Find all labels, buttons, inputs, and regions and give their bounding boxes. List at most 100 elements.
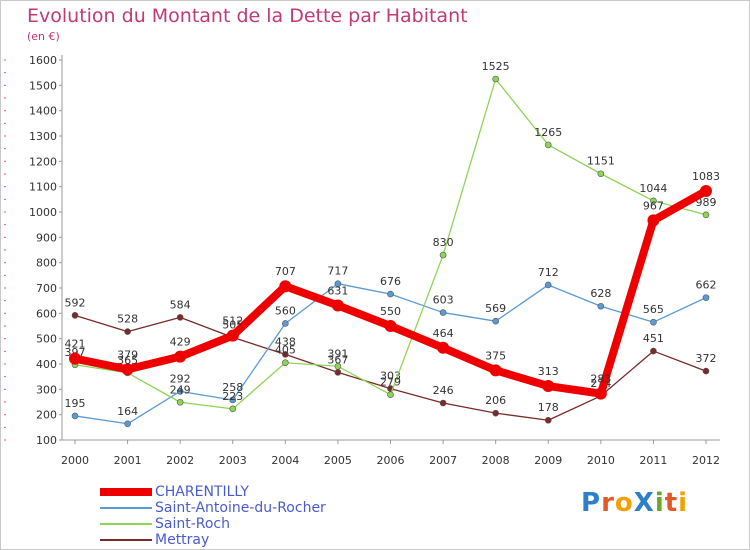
- data-label: 569: [485, 302, 506, 315]
- x-tick-label: 2003: [219, 454, 247, 467]
- proxiti-logo: ProXiti: [581, 488, 688, 518]
- x-tick-label: 2002: [166, 454, 194, 467]
- data-point: [702, 367, 710, 375]
- data-point: [282, 320, 289, 327]
- data-label: 565: [643, 303, 664, 316]
- data-point: [700, 184, 712, 197]
- data-point: [544, 141, 552, 149]
- data-point: [439, 251, 447, 259]
- data-label: 707: [275, 265, 296, 278]
- legend-swatch: [100, 507, 152, 509]
- data-point: [544, 281, 552, 289]
- legend-swatch: [100, 523, 152, 525]
- data-point: [176, 314, 184, 321]
- data-label: 438: [275, 335, 296, 348]
- data-point: [594, 387, 607, 400]
- logo-letter: i: [678, 488, 689, 518]
- data-point: [437, 341, 450, 354]
- data-point: [174, 350, 187, 363]
- x-tick-label: 2011: [639, 454, 667, 467]
- data-point: [492, 409, 499, 417]
- data-label: 550: [380, 305, 401, 318]
- data-label: 313: [538, 365, 559, 378]
- data-point: [597, 170, 605, 178]
- y-tick-label: 100: [36, 434, 57, 447]
- data-point: [69, 352, 81, 365]
- y-tick-label: 1300: [29, 130, 57, 143]
- logo-letter: i: [654, 488, 665, 518]
- data-point: [282, 351, 289, 358]
- data-label: 249: [170, 383, 191, 396]
- data-label: 206: [485, 394, 506, 407]
- data-label: 676: [380, 275, 401, 288]
- data-label: 429: [170, 336, 191, 349]
- data-point: [176, 388, 184, 395]
- y-tick-label: 800: [36, 257, 57, 270]
- data-label: 592: [65, 296, 86, 309]
- data-label: 631: [327, 284, 348, 297]
- data-point: [124, 328, 131, 335]
- data-point: [176, 398, 184, 406]
- logo-letter: X: [633, 488, 655, 518]
- data-label: 830: [433, 236, 454, 249]
- data-label: 528: [117, 313, 138, 326]
- data-label: 628: [590, 287, 611, 300]
- y-tick-label: 1200: [29, 155, 57, 168]
- x-tick-label: 2001: [114, 454, 142, 467]
- data-point: [334, 369, 342, 376]
- data-label: 1265: [534, 126, 562, 139]
- data-point: [331, 299, 344, 312]
- data-label: 195: [65, 397, 86, 410]
- data-point: [492, 75, 499, 83]
- x-tick-label: 2007: [429, 454, 457, 467]
- data-label: 1151: [587, 155, 615, 168]
- data-label: 397: [65, 346, 86, 359]
- data-label: 464: [433, 327, 454, 340]
- legend-swatch: [100, 539, 152, 541]
- data-point: [71, 412, 79, 420]
- data-point: [702, 294, 710, 301]
- legend-label: Saint-Antoine-du-Rocher: [155, 500, 326, 516]
- data-point: [121, 363, 134, 376]
- y-tick-label: 1600: [29, 54, 57, 67]
- x-tick-label: 2004: [271, 454, 299, 467]
- data-label: 1083: [692, 170, 720, 183]
- data-label: 292: [170, 372, 191, 385]
- logo-letter: P: [581, 488, 602, 518]
- data-point: [650, 347, 657, 355]
- data-label: 258: [222, 381, 243, 394]
- data-label: 223: [222, 390, 243, 403]
- legend-label: CHARENTILLY: [155, 484, 249, 500]
- x-tick-label: 2009: [534, 454, 562, 467]
- data-label: 1044: [639, 182, 667, 195]
- data-label: 178: [538, 401, 559, 414]
- y-tick-label: 1400: [29, 105, 57, 118]
- data-point: [226, 329, 239, 342]
- data-point: [544, 416, 552, 424]
- data-label: 375: [485, 349, 506, 362]
- data-point: [229, 405, 237, 413]
- data-label: 365: [117, 354, 138, 367]
- data-label: 246: [433, 384, 454, 397]
- data-label: 967: [643, 199, 664, 212]
- legend-label: Mettray: [155, 532, 210, 548]
- data-label: 379: [117, 348, 138, 361]
- y-tick-label: 900: [36, 231, 57, 244]
- x-tick-label: 2010: [587, 454, 615, 467]
- data-label: 367: [327, 353, 348, 366]
- chart-subtitle: (en €): [27, 30, 60, 43]
- data-label: 989: [696, 196, 717, 209]
- data-label: 584: [170, 298, 191, 311]
- x-tick-label: 2006: [377, 454, 405, 467]
- data-point: [334, 280, 342, 287]
- data-point: [334, 362, 342, 370]
- data-label: 451: [643, 332, 664, 345]
- y-tick-label: 700: [36, 282, 57, 295]
- data-label: 1525: [482, 60, 510, 73]
- data-point: [124, 420, 131, 428]
- logo-letter: o: [614, 488, 634, 518]
- data-point: [387, 391, 394, 398]
- data-point: [282, 359, 289, 367]
- data-label: 512: [222, 315, 243, 328]
- data-point: [71, 312, 79, 319]
